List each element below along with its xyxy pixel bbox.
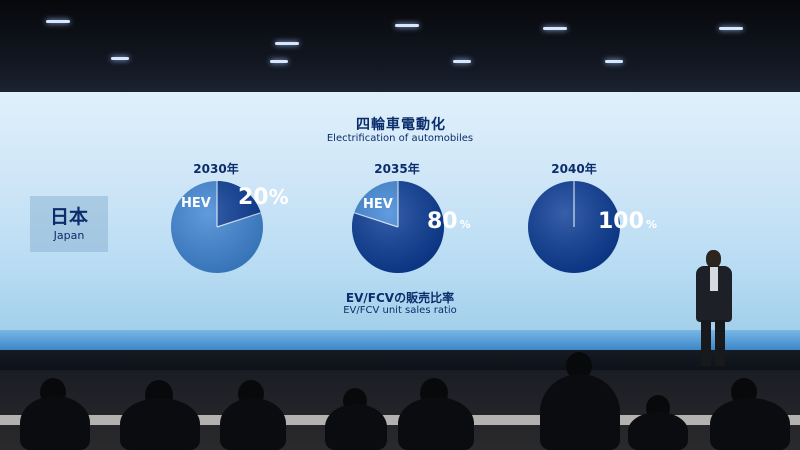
ceiling-light [395, 24, 419, 27]
ceiling-light [605, 60, 623, 63]
percent-unit: % [268, 185, 289, 209]
pie-chart-2040 [528, 181, 620, 273]
pie-chart-2030 [171, 181, 263, 273]
slide-title-jp: 四輪車電動化 [356, 117, 446, 133]
audience-shoulders [398, 397, 474, 450]
ceiling-light [46, 20, 70, 23]
pie-year-label: 2035年 [374, 162, 420, 176]
speaker-shirt [710, 267, 718, 291]
footer-label-jp: EV/FCVの販売比率 [345, 291, 455, 305]
pie-shading [171, 181, 263, 273]
audience-shoulders [710, 398, 790, 450]
percent-unit: % [459, 218, 471, 231]
screen-bottom-band [0, 330, 800, 350]
audience-shoulders [325, 404, 387, 450]
audience-shoulders [628, 412, 688, 450]
speaker-leg [715, 320, 725, 366]
percent-label: 80% [427, 211, 471, 233]
footer-label-en: EV/FCV unit sales ratio [343, 305, 457, 316]
stage [0, 350, 800, 370]
ceiling-light [275, 42, 299, 45]
pie-chart-2035 [352, 181, 444, 273]
pie-year-label: 2030年 [193, 162, 239, 176]
speaker-head [706, 250, 721, 268]
ceiling-light [453, 60, 471, 63]
speaker-leg [701, 320, 711, 366]
percent-value: 80 [427, 209, 458, 234]
percent-value: 20 [238, 185, 269, 210]
audience-shoulders [540, 374, 620, 450]
slide-title-en: Electrification of automobiles [326, 133, 474, 144]
audience-shoulders [220, 398, 286, 450]
ceiling [0, 0, 800, 92]
audience-shoulders [20, 396, 90, 450]
pie-shading [352, 181, 444, 273]
percent-unit: % [645, 218, 657, 231]
hev-label: HEV [181, 196, 211, 211]
ceiling-light [543, 27, 567, 30]
pie-shading [528, 181, 620, 273]
audience-shoulders [120, 398, 200, 450]
hev-label: HEV [363, 197, 393, 212]
percent-value: 100 [598, 209, 644, 234]
country-label-jp: 日本 [49, 206, 88, 228]
percent-label: 100% [598, 211, 657, 233]
ceiling-light [719, 27, 743, 30]
ceiling-light [111, 57, 129, 60]
percent-label: 20% [238, 187, 289, 209]
pie-year-label: 2040年 [551, 162, 597, 176]
speaker [692, 250, 736, 370]
country-box [30, 196, 108, 252]
ceiling-light [270, 60, 288, 63]
country-label-en: Japan [53, 229, 85, 242]
